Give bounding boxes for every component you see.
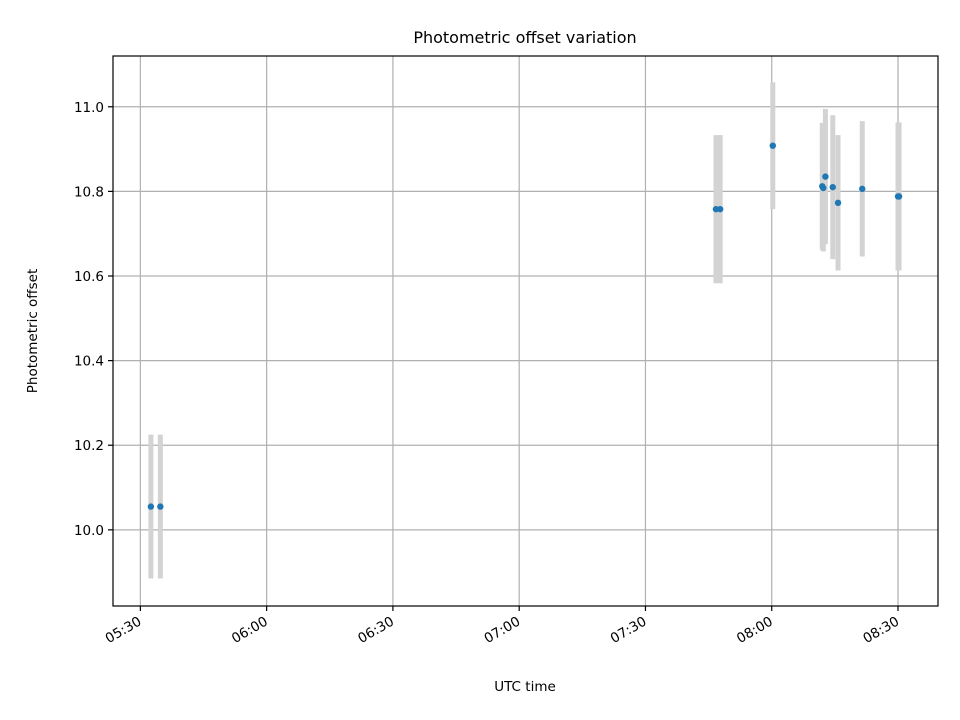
y-tick-label: 10.4 [74,354,104,370]
x-tick-label: 07:00 [481,614,523,647]
y-tick-label: 10.0 [74,523,104,539]
data-point [859,185,866,193]
data-point [716,205,724,213]
data-point [769,142,776,149]
data-point [820,184,827,192]
y-tick-label: 10.2 [74,438,104,454]
x-tick-label: 06:30 [355,614,397,647]
data-point [157,503,164,510]
y-tick-label: 10.6 [74,269,104,285]
x-tick-label: 06:00 [229,614,271,647]
data-point [147,503,155,510]
x-tick-label: 08:00 [734,614,776,647]
y-tick-label: 11.0 [74,100,104,116]
error-bars [148,82,902,579]
data-point [829,183,836,191]
plot-frame [112,55,939,607]
x-axis: 05:30 06:00 06:30 07:00 07:30 08:00 08:30 [103,606,902,647]
chart-title: Photometric offset variation [413,28,636,47]
data-point [895,193,903,200]
data-point [834,199,842,207]
y-axis: 10.0 10.2 10.4 10.6 10.8 11.0 [74,100,113,539]
y-axis-label: Photometric offset [25,269,41,393]
x-tick-label: 08:30 [860,614,902,647]
y-tick-label: 10.8 [74,184,104,200]
x-axis-label: UTC time [494,679,556,695]
x-tick-label: 07:30 [608,614,650,647]
data-point [822,173,829,180]
grid [113,56,938,606]
data-points [147,142,903,510]
x-tick-label: 05:30 [103,614,145,647]
